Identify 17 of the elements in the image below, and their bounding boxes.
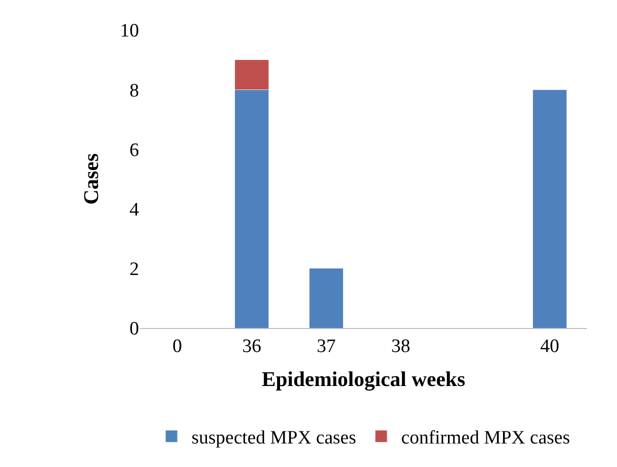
y-tick-label: 8 xyxy=(130,80,139,102)
y-tick-label: 2 xyxy=(130,259,139,280)
y-axis-title: Cases xyxy=(79,153,104,205)
x-tick-label: 0 xyxy=(172,336,182,357)
legend-label: suspected MPX cases xyxy=(192,428,356,449)
x-tick-label: 40 xyxy=(540,336,560,357)
y-tick-label: 6 xyxy=(130,140,139,161)
y-tick-label: 10 xyxy=(120,20,139,42)
x-tick-label: 38 xyxy=(391,336,410,357)
x-axis-title: Epidemiological weeks xyxy=(262,367,466,391)
legend-label: confirmed MPX cases xyxy=(401,428,570,449)
bar xyxy=(532,89,567,328)
x-tick-label: 36 xyxy=(242,336,262,357)
y-tick-label: 0 xyxy=(130,318,139,340)
y-tick-label: 4 xyxy=(130,199,140,220)
x-tick-label: 37 xyxy=(316,336,336,357)
bar xyxy=(309,268,344,328)
